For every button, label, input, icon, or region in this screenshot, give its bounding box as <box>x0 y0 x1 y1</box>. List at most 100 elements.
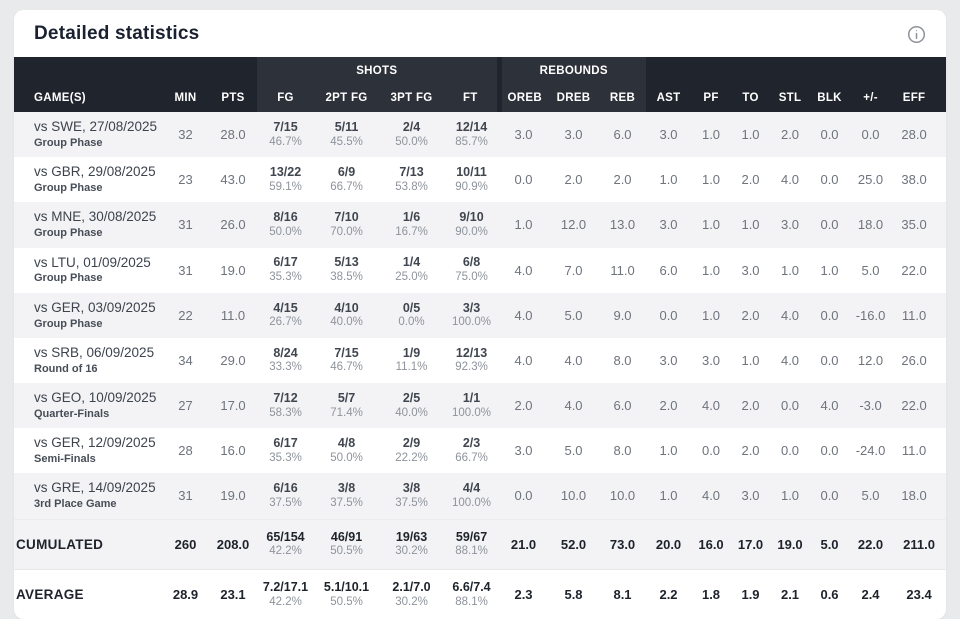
min-cell: 22 <box>178 307 193 323</box>
ast-cell: 6.0 <box>659 262 678 278</box>
ft-cell: 4/4 100.0% <box>444 473 499 519</box>
oreb-cell: 0.0 <box>514 172 533 188</box>
ft-cell: 9/10 90.0% <box>444 202 499 247</box>
game-phase: 3rd Place Game <box>34 498 117 511</box>
game-cell: vs LTU, 01/09/2025 Group Phase <box>14 248 162 293</box>
game-phase: Group Phase <box>34 227 103 240</box>
pf-cell: 1.0 <box>701 172 721 188</box>
game-cell: vs SRB, 06/09/2025 Round of 16 <box>14 338 162 383</box>
column-header-stl: STL <box>770 84 811 112</box>
dreb-cell: 5.0 <box>564 443 583 459</box>
blk-cell: 0.0 <box>820 217 839 233</box>
3ptfg-cell: 2.1/7.0 30.2% <box>379 569 444 619</box>
ft-cell: 12/13 92.3% <box>444 338 499 383</box>
game-cell: vs MNE, 30/08/2025 Group Phase <box>14 202 162 247</box>
shot-fraction: 5/7 <box>337 390 356 405</box>
group-header-shots: SHOTS <box>257 57 500 84</box>
reb-cell: 11.0 <box>610 262 635 278</box>
pf-cell: 1.0 <box>701 307 721 323</box>
pts-cell: 28.0 <box>220 127 246 143</box>
min-cell: 34 <box>178 352 193 368</box>
shot-percentage: 37.5% <box>269 496 302 509</box>
stl-cell: 2.0 <box>780 127 800 143</box>
2ptfg-cell: 3/8 37.5% <box>314 473 379 519</box>
table-body: vs SWE, 27/08/2025 Group Phase 32 28.0 7/15 4… <box>14 112 946 619</box>
plusminus-cell: 2.4 <box>861 587 880 603</box>
shot-fraction: 2/9 <box>402 436 421 451</box>
ast-cell: 3.0 <box>659 352 678 368</box>
game-phase: Group Phase <box>34 272 103 285</box>
oreb-cell: 2.3 <box>514 587 533 603</box>
2ptfg-cell: 4/8 50.0% <box>314 428 379 473</box>
pts-cell: 19.0 <box>220 262 246 278</box>
shot-fraction: 3/8 <box>337 481 356 496</box>
column-header-3pt-fg: 3PT FG <box>379 84 445 112</box>
pf-cell: 0.0 <box>701 443 721 459</box>
3ptfg-cell: 3/8 37.5% <box>379 473 444 519</box>
shot-fraction: 8/16 <box>273 210 298 225</box>
shot-percentage: 46.7% <box>269 135 302 148</box>
column-header-pts: PTS <box>209 84 258 112</box>
oreb-cell: 4.0 <box>514 307 533 323</box>
2ptfg-cell: 6/9 66.7% <box>314 157 379 202</box>
game-name: vs LTU, 01/09/2025 <box>34 254 151 270</box>
game-row: vs MNE, 30/08/2025 Group Phase 31 26.0 8/16 5… <box>14 202 946 248</box>
2ptfg-cell: 46/91 50.5% <box>314 519 379 569</box>
to-cell: 17.0 <box>737 536 764 552</box>
column-header-reb: REB <box>599 84 647 112</box>
ft-cell: 3/3 100.0% <box>444 293 499 338</box>
reb-cell: 8.0 <box>613 443 632 459</box>
shot-fraction: 7.2/17.1 <box>262 579 309 594</box>
shot-percentage: 35.3% <box>269 271 302 284</box>
plusminus-cell: -24.0 <box>855 443 886 459</box>
eff-cell: 22.0 <box>901 398 927 414</box>
stl-cell: 1.0 <box>780 488 800 504</box>
fg-cell: 8/16 50.0% <box>257 202 314 247</box>
column-header-fg: FG <box>257 84 315 112</box>
dreb-cell: 2.0 <box>564 172 583 188</box>
shot-fraction: 1/9 <box>402 345 421 360</box>
shot-percentage: 50.5% <box>330 595 363 608</box>
3ptfg-cell: 2/5 40.0% <box>379 383 444 428</box>
plusminus-cell: 25.0 <box>857 172 884 188</box>
column-header-min: MIN <box>162 84 209 112</box>
2ptfg-cell: 5/13 38.5% <box>314 248 379 293</box>
3ptfg-cell: 0/5 0.0% <box>379 293 444 338</box>
to-cell: 3.0 <box>741 488 760 504</box>
shot-percentage: 88.1% <box>455 595 488 608</box>
shot-fraction: 19/63 <box>395 529 428 544</box>
column-header-blk: BLK <box>810 84 850 112</box>
min-cell: 23 <box>178 172 193 188</box>
column-header-to: TO <box>731 84 771 112</box>
oreb-cell: 4.0 <box>514 352 533 368</box>
shot-percentage: 25.0% <box>395 271 428 284</box>
info-icon[interactable] <box>906 24 926 44</box>
shot-percentage: 92.3% <box>455 361 488 374</box>
pts-cell: 16.0 <box>220 443 246 459</box>
shot-fraction: 10/11 <box>456 165 487 180</box>
column-header-ast: AST <box>646 84 692 112</box>
shot-fraction: 12/13 <box>455 345 488 360</box>
shot-fraction: 13/22 <box>269 165 302 180</box>
shot-percentage: 50.5% <box>330 545 363 558</box>
fg-cell: 65/154 42.2% <box>257 519 314 569</box>
ast-cell: 3.0 <box>659 217 678 233</box>
fg-cell: 6/16 37.5% <box>257 473 314 519</box>
shot-percentage: 0.0% <box>398 316 425 329</box>
header-group-row: SHOTS REBOUNDS <box>14 57 946 84</box>
cumulated-row: CUMULATED 260 208.0 65/154 42.2% 46/91 50.5% 19… <box>14 519 946 570</box>
ast-cell: 20.0 <box>655 536 682 552</box>
shot-percentage: 46.7% <box>330 361 363 374</box>
to-cell: 1.0 <box>741 352 760 368</box>
to-cell: 2.0 <box>741 172 760 188</box>
game-row: vs GEO, 10/09/2025 Quarter-Finals 27 17.0 7/… <box>14 383 946 429</box>
to-cell: 1.9 <box>741 587 760 603</box>
game-name: vs GBR, 29/08/2025 <box>34 164 156 180</box>
shot-percentage: 90.9% <box>455 180 488 193</box>
pf-cell: 3.0 <box>701 352 721 368</box>
to-cell: 3.0 <box>741 262 760 278</box>
shot-percentage: 37.5% <box>330 496 363 509</box>
3ptfg-cell: 2/4 50.0% <box>379 112 444 157</box>
pf-cell: 4.0 <box>701 488 721 504</box>
shot-percentage: 59.1% <box>269 180 302 193</box>
